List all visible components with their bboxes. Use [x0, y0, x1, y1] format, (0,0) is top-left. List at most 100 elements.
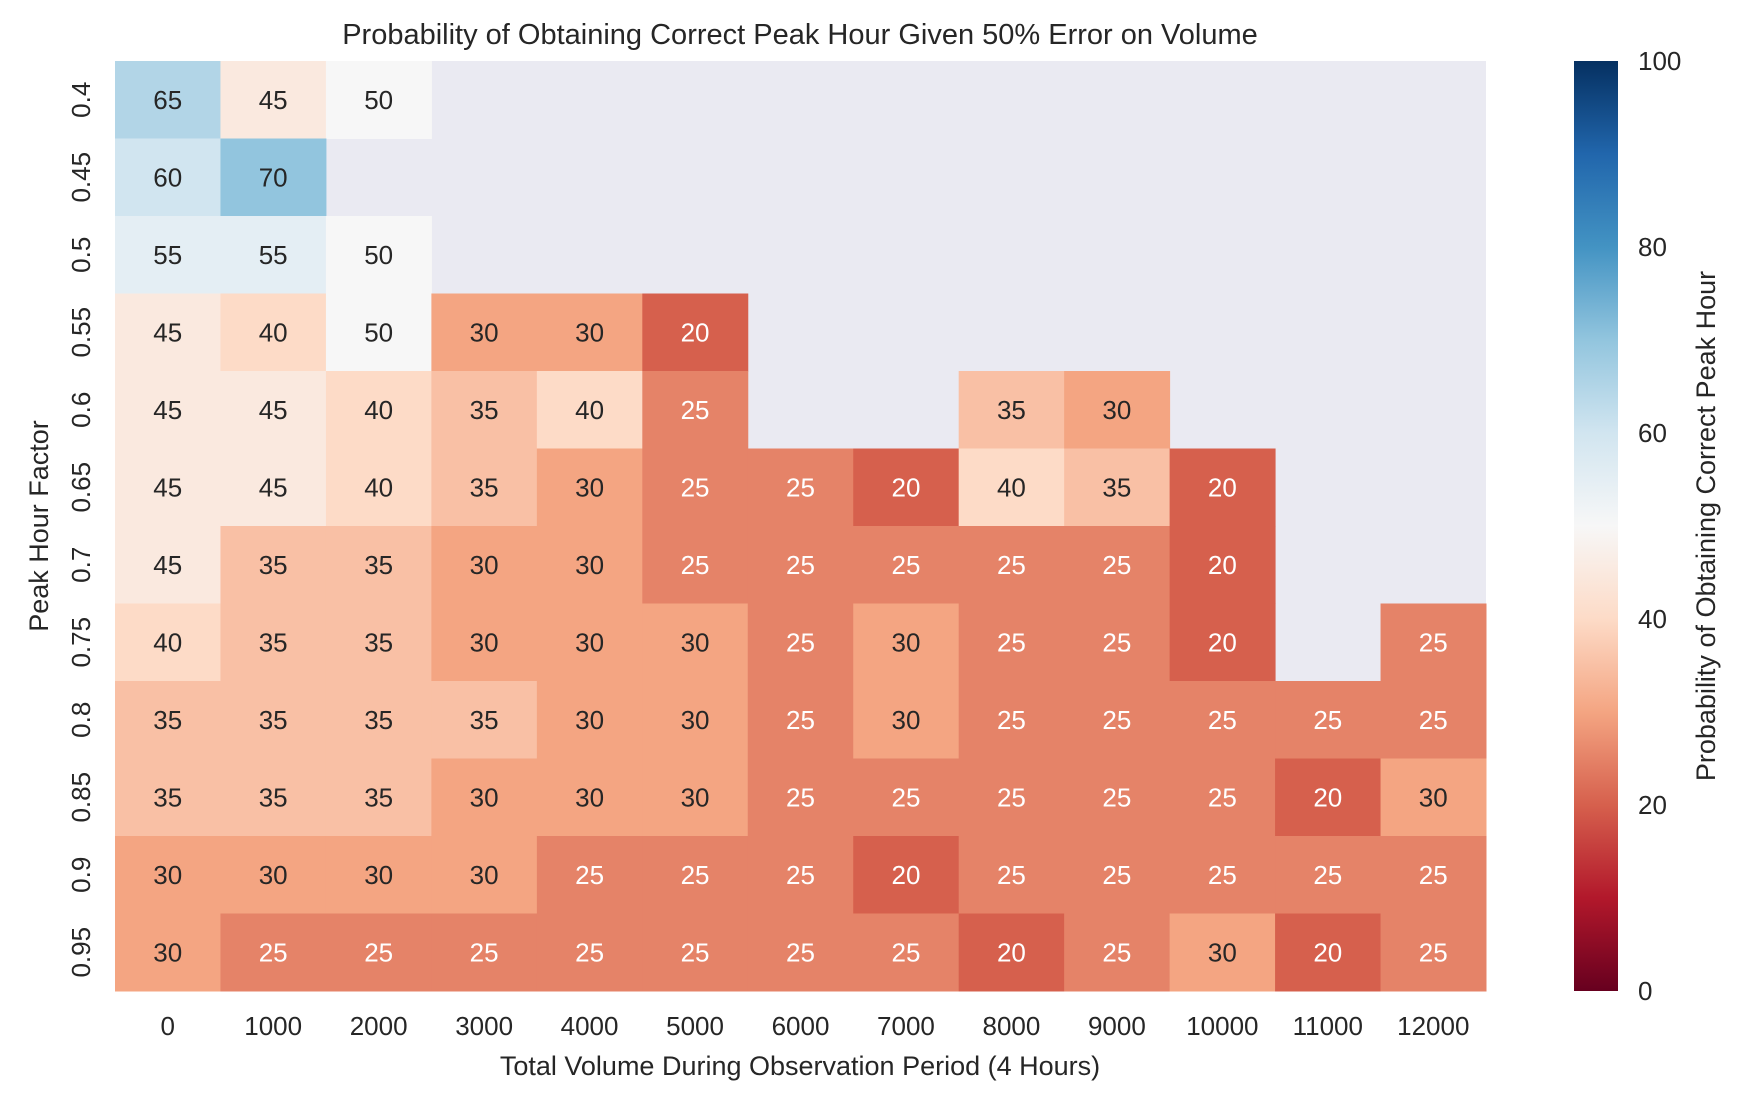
heatmap-cell: [1064, 681, 1171, 759]
cell-value-label: 25: [259, 937, 288, 967]
heatmap-cell: [747, 758, 854, 837]
cell-value-label: 40: [575, 395, 604, 425]
cell-value-label: 20: [1313, 782, 1342, 812]
cell-value-label: 25: [1419, 705, 1448, 735]
cell-value-label: 70: [259, 162, 288, 192]
x-tick-label: 9000: [1088, 1011, 1146, 1041]
heatmap-cell: [958, 913, 1065, 992]
x-tick-label: 8000: [983, 1011, 1041, 1041]
cell-value-label: 25: [681, 860, 710, 890]
heatmap-cell: [853, 913, 960, 992]
heatmap-cell: [431, 448, 538, 527]
cell-value-label: 25: [1102, 550, 1131, 580]
heatmap-cell: [431, 293, 538, 372]
heatmap-cell: [115, 371, 221, 449]
cell-value-label: 50: [364, 317, 393, 347]
cell-value-label: 50: [364, 240, 393, 270]
heatmap-cell: [220, 681, 327, 759]
colorbar-label: Probability of Obtaining Correct Peak Ho…: [1691, 271, 1721, 781]
heatmap-cell: [642, 758, 749, 837]
heatmap-cell: [747, 526, 854, 604]
cell-value-label: 45: [153, 550, 182, 580]
cell-value-label: 25: [892, 550, 921, 580]
heatmap-cell: [220, 138, 327, 217]
heatmap-cell: [325, 603, 432, 682]
heatmap-cell: [325, 836, 432, 914]
cell-value-label: 20: [681, 317, 710, 347]
heatmap-cell: [115, 681, 221, 759]
cell-value-label: 35: [259, 627, 288, 657]
heatmap-cell: [220, 293, 327, 372]
heatmap-cell: [1064, 913, 1171, 992]
heatmap-cell: [431, 913, 538, 992]
cell-value-label: 45: [153, 317, 182, 347]
cell-value-label: 30: [1102, 395, 1131, 425]
heatmap-cell: [115, 758, 221, 837]
heatmap-cell: [115, 138, 221, 217]
heatmap-cell: [958, 836, 1065, 914]
cell-value-label: 30: [259, 860, 288, 890]
cell-value-label: 30: [575, 317, 604, 347]
cell-value-label: 45: [259, 395, 288, 425]
x-axis-label: Total Volume During Observation Period (…: [500, 1051, 1100, 1081]
x-tick-label: 12000: [1397, 1011, 1469, 1041]
cell-value-label: 20: [892, 860, 921, 890]
cell-value-label: 20: [1208, 472, 1237, 502]
y-tick-label: 0.95: [66, 927, 96, 978]
cell-value-label: 25: [1419, 627, 1448, 657]
y-axis-label: Peak Hour Factor: [24, 420, 54, 632]
x-tick-label: 0: [160, 1011, 174, 1041]
heatmap-cell: [1169, 681, 1276, 759]
heatmap-cell: [853, 758, 960, 837]
x-tick-label: 1000: [244, 1011, 302, 1041]
cell-value-label: 30: [575, 705, 604, 735]
cell-value-label: 25: [1102, 860, 1131, 890]
heatmap-cell: [642, 836, 749, 914]
cell-value-label: 25: [1313, 860, 1342, 890]
heatmap-cell: [115, 61, 221, 139]
cell-value-label: 45: [259, 85, 288, 115]
cell-value-label: 35: [470, 705, 499, 735]
cell-value-label: 40: [153, 627, 182, 657]
cell-value-label: 25: [1208, 860, 1237, 890]
heatmap-cell: [747, 913, 854, 992]
cell-value-label: 25: [1208, 782, 1237, 812]
cell-value-label: 25: [1419, 937, 1448, 967]
x-tick-label: 6000: [772, 1011, 830, 1041]
cell-value-label: 25: [681, 472, 710, 502]
colorbar-tick-label: 80: [1638, 232, 1667, 262]
heatmap-cell: [536, 913, 643, 992]
colorbar: [1574, 61, 1618, 991]
colorbar-tick-label: 20: [1638, 790, 1667, 820]
heatmap-cell: [1275, 681, 1382, 759]
cell-value-label: 25: [997, 705, 1026, 735]
y-tick-label: 0.65: [66, 462, 96, 513]
y-tick-label: 0.4: [66, 82, 96, 118]
cell-value-label: 30: [575, 782, 604, 812]
cell-value-label: 35: [259, 550, 288, 580]
y-tick-label: 0.7: [66, 547, 96, 583]
cell-value-label: 30: [470, 782, 499, 812]
cell-value-label: 25: [997, 627, 1026, 657]
heatmap-cell: [220, 61, 327, 139]
cell-value-label: 30: [153, 937, 182, 967]
cell-value-label: 45: [153, 395, 182, 425]
heatmap-cell: [220, 371, 327, 449]
cell-value-label: 25: [786, 627, 815, 657]
x-tick-label: 5000: [666, 1011, 724, 1041]
heatmap-cell: [642, 603, 749, 682]
cell-value-label: 25: [786, 550, 815, 580]
heatmap-cell: [115, 216, 221, 294]
heatmap-cell: [1275, 913, 1382, 992]
cell-value-label: 30: [575, 627, 604, 657]
colorbar-tick-label: 60: [1638, 418, 1667, 448]
heatmap-cell: [115, 526, 221, 604]
heatmap-cell: [1169, 836, 1276, 914]
cell-value-label: 35: [364, 550, 393, 580]
cell-value-label: 35: [997, 395, 1026, 425]
cell-value-label: 25: [470, 937, 499, 967]
cell-value-label: 25: [1102, 705, 1131, 735]
y-tick-label: 0.9: [66, 857, 96, 893]
cell-value-label: 30: [681, 705, 710, 735]
